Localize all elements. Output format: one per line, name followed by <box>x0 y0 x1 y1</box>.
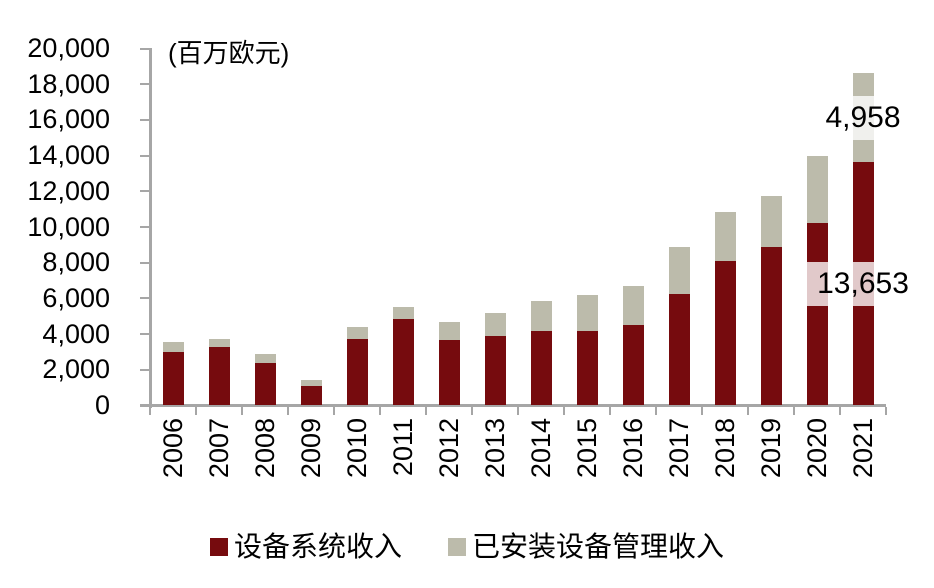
x-axis-line <box>140 404 886 407</box>
x-axis-category-label: 2020 <box>802 418 832 479</box>
x-axis-tick <box>149 407 151 415</box>
bar-segment-equipment <box>530 331 552 406</box>
bar-segment-service <box>530 301 552 332</box>
x-axis-category-label: 2011 <box>388 418 418 477</box>
bar-segment-equipment <box>300 385 322 406</box>
x-axis-tick <box>471 407 473 415</box>
y-axis-tick-label: 12,000 <box>27 175 110 206</box>
y-axis-tick-label: 18,000 <box>27 68 110 99</box>
bar-segment-equipment <box>346 339 368 406</box>
x-axis-category-label: 2014 <box>526 418 556 479</box>
y-axis-tick-label: 0 <box>94 390 110 420</box>
bar-segment-equipment <box>484 336 506 406</box>
bar-segment-service <box>622 286 644 326</box>
legend-swatch-equipment <box>209 538 228 556</box>
x-axis-tick <box>195 407 197 415</box>
y-axis-tick <box>140 190 150 193</box>
y-axis-tick-label: 14,000 <box>27 140 110 171</box>
x-axis-category-label: 2012 <box>434 418 464 479</box>
bar-segment-equipment <box>162 351 184 406</box>
bar-segment-service <box>392 307 414 320</box>
bar-segment-service <box>484 312 506 337</box>
y-axis-line <box>149 47 152 408</box>
bar-segment-service <box>760 196 782 248</box>
data-label: 4,958 <box>811 95 915 140</box>
x-axis-category-label: 2019 <box>756 418 786 479</box>
legend-swatch-service <box>448 538 466 556</box>
y-axis-tick-label: 10,000 <box>27 211 110 242</box>
bar-segment-equipment <box>438 339 460 406</box>
y-axis-tick <box>140 154 150 157</box>
y-axis-tick-label: 20,000 <box>27 33 110 63</box>
bar-segment-service <box>576 295 598 331</box>
x-axis-tick <box>379 407 381 415</box>
bar-segment-equipment <box>760 247 782 406</box>
bar-segment-service <box>208 338 230 348</box>
x-axis-category-label: 2017 <box>664 418 694 479</box>
y-axis-tick <box>140 368 150 371</box>
legend-label-service: 已安装设备管理收入 <box>472 531 725 562</box>
legend-item-equipment: 设备系统收入 <box>209 531 402 563</box>
x-axis-tick <box>655 407 657 415</box>
bar-segment-equipment <box>668 293 690 406</box>
x-axis-category-label: 2010 <box>342 418 372 479</box>
legend-item-service: 已安装设备管理收入 <box>448 531 724 563</box>
x-axis-tick <box>885 407 887 415</box>
bar-segment-equipment <box>392 319 414 406</box>
y-axis-tick <box>140 226 150 228</box>
x-axis-tick <box>425 407 427 415</box>
y-axis-tick <box>140 83 150 86</box>
bar-segment-equipment <box>254 362 276 406</box>
x-axis-tick <box>517 407 519 415</box>
axis-unit-label: (百万欧元) <box>168 38 290 68</box>
x-axis-tick <box>333 407 335 415</box>
x-axis-category-label: 2009 <box>296 418 326 479</box>
x-axis-category-label: 2018 <box>710 418 740 479</box>
x-axis-tick <box>701 407 703 415</box>
bar-segment-equipment <box>208 347 230 406</box>
x-axis-tick <box>287 407 289 415</box>
x-axis-category-label: 2013 <box>480 418 510 479</box>
bar-segment-equipment <box>622 325 644 406</box>
y-axis-tick <box>140 47 150 50</box>
y-axis-tick <box>140 261 150 264</box>
bar-segment-service <box>254 353 276 363</box>
x-axis-category-label: 2021 <box>848 418 878 479</box>
x-axis-tick <box>839 407 841 415</box>
x-axis-category-label: 2008 <box>250 418 280 479</box>
x-axis-tick <box>241 407 243 415</box>
bar-segment-equipment <box>806 222 828 406</box>
y-axis-tick-label: 4,000 <box>42 318 110 349</box>
bar-segment-service <box>438 322 460 340</box>
y-axis-tick-label: 8,000 <box>42 247 110 278</box>
y-axis-tick <box>140 297 150 300</box>
x-axis-tick <box>747 407 749 415</box>
bar-segment-service <box>714 211 736 262</box>
x-axis-tick <box>563 407 565 415</box>
x-axis-category-label: 2015 <box>572 418 602 479</box>
bar-segment-service <box>806 156 828 223</box>
bar-segment-service <box>346 326 368 340</box>
x-axis-category-label: 2006 <box>158 418 188 479</box>
bar-segment-service <box>300 379 322 386</box>
bar-segment-equipment <box>576 330 598 406</box>
bar-segment-equipment <box>714 261 736 406</box>
x-axis-category-label: 2007 <box>204 418 234 479</box>
bar-segment-service <box>668 246 690 294</box>
y-axis-tick-label: 16,000 <box>27 104 110 135</box>
x-axis-tick <box>609 407 611 415</box>
x-axis-category-label: 2016 <box>618 418 648 479</box>
y-axis-tick <box>140 333 150 336</box>
y-axis-tick-label: 6,000 <box>42 282 110 313</box>
legend-label-equipment: 设备系统收入 <box>233 531 402 562</box>
y-axis-tick-label: 2,000 <box>42 354 110 385</box>
bar-segment-service <box>162 341 184 352</box>
x-axis-tick <box>793 407 795 415</box>
data-label: 13,653 <box>803 261 923 306</box>
y-axis-tick <box>140 118 150 121</box>
chart-legend: 设备系统收入 已安装设备管理收入 <box>0 531 934 563</box>
